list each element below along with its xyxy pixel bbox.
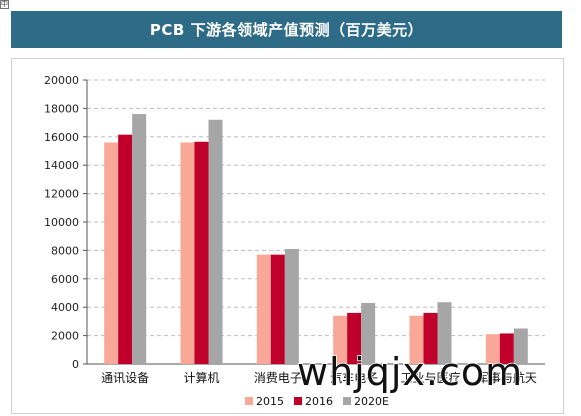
bar <box>180 142 195 364</box>
bar <box>118 134 133 364</box>
chart-frame <box>11 58 564 414</box>
x-tick-label: 计算机 <box>183 370 219 385</box>
bar <box>256 254 271 364</box>
legend-swatch <box>245 397 253 405</box>
bar <box>132 114 147 364</box>
legend-swatch <box>294 397 302 405</box>
bar <box>499 333 514 364</box>
bar <box>437 302 452 364</box>
y-tick-label: 12000 <box>44 188 79 201</box>
bar <box>284 248 299 364</box>
bar <box>104 142 119 364</box>
legend-label: 2015 <box>256 395 284 408</box>
chart-title: PCB 下游各领域产值预测（百万美元） <box>149 21 424 39</box>
corner-mark: 中 <box>0 0 9 9</box>
bar <box>513 328 528 364</box>
bar <box>361 302 376 364</box>
y-tick-label: 14000 <box>44 159 79 172</box>
y-tick-label: 8000 <box>51 244 79 257</box>
y-tick-label: 20000 <box>44 74 79 87</box>
bar <box>208 119 223 364</box>
x-tick-label: 汽车电子 <box>330 370 378 385</box>
y-tick-label: 4000 <box>51 301 79 314</box>
chart-title-bar: PCB 下游各领域产值预测（百万美元） <box>11 11 562 48</box>
legend-label: 2020E <box>354 395 389 408</box>
y-tick-label: 10000 <box>44 216 79 229</box>
y-tick-label: 16000 <box>44 131 79 144</box>
bar <box>485 334 500 364</box>
bar <box>409 315 424 364</box>
bar <box>333 315 348 364</box>
bar <box>194 141 209 364</box>
legend-label: 2016 <box>305 395 333 408</box>
y-tick-label: 6000 <box>51 273 79 286</box>
legend-swatch <box>343 397 351 405</box>
bar <box>347 312 362 364</box>
x-tick-label: 通讯设备 <box>101 371 149 385</box>
x-tick-label: 军事与航天 <box>477 370 537 385</box>
y-tick-label: 0 <box>72 358 79 371</box>
bar <box>270 254 285 364</box>
x-tick-label: 工业与医疗 <box>400 371 460 385</box>
x-tick-label: 消费电子 <box>254 371 302 385</box>
y-tick-label: 2000 <box>51 330 79 343</box>
y-tick-label: 18000 <box>44 102 79 115</box>
bar <box>423 312 438 364</box>
